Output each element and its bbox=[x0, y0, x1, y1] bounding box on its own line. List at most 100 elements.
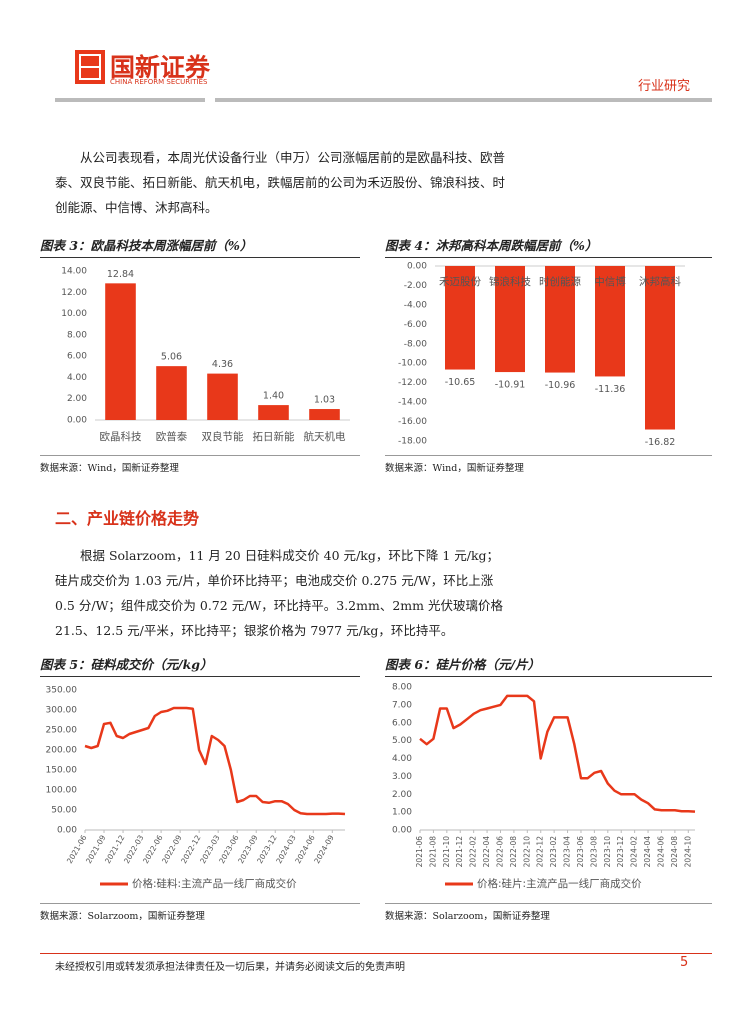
bar bbox=[258, 405, 289, 420]
x-tick-label: 2024-02 bbox=[630, 836, 639, 868]
logo-icon bbox=[75, 50, 105, 84]
y-tick-label: 10.00 bbox=[61, 309, 87, 319]
y-tick-label: 350.00 bbox=[46, 686, 78, 696]
disclaimer: 未经授权引用或转发须承担法律责任及一切后果，并请务必阅读文后的免责声明 bbox=[55, 962, 405, 973]
y-tick-label: 2.00 bbox=[392, 790, 412, 800]
chart: 0.00 50.00 100.00 150.00 200.00 250.00 300.00 3… bbox=[46, 686, 346, 890]
x-tick-label: 2023-04 bbox=[563, 836, 572, 868]
bar bbox=[445, 266, 475, 370]
section-label: 行业研究 bbox=[638, 79, 691, 94]
y-tick-label: 4.00 bbox=[392, 754, 412, 764]
footer-rule bbox=[40, 953, 712, 954]
bar bbox=[156, 366, 187, 420]
x-tick-label: 双良节能 bbox=[202, 430, 244, 443]
y-tick-label: -10.00 bbox=[398, 359, 427, 369]
value-label: 1.03 bbox=[314, 395, 335, 406]
y-tick-label: 6.00 bbox=[67, 352, 87, 362]
x-tick-label: 2023-08 bbox=[589, 836, 598, 868]
y-tick-label: 5.00 bbox=[392, 736, 412, 746]
y-tick-label: 250.00 bbox=[46, 726, 78, 736]
logo-subtext: CHINA REFORM SECURITIES bbox=[110, 78, 208, 86]
y-tick-label: 2.00 bbox=[67, 394, 87, 404]
bar bbox=[207, 373, 238, 420]
value-label: 12.84 bbox=[107, 269, 134, 280]
figure-title: 图表 5：硅料成交价（元/kg） bbox=[40, 654, 360, 677]
y-tick-label: 4.00 bbox=[67, 373, 87, 383]
figure-source: 数据来源：Wind，国新证券整理 bbox=[40, 455, 360, 474]
legend-label: 价格:硅料:主流产品一线厂商成交价 bbox=[132, 877, 297, 890]
y-tick-label: 14.00 bbox=[61, 267, 87, 277]
header-rule bbox=[215, 98, 712, 102]
x-tick-label: 2022-12 bbox=[536, 836, 545, 868]
x-tick-label: 欧晶科技 bbox=[100, 430, 142, 443]
bar bbox=[309, 409, 340, 420]
value-label: 4.36 bbox=[212, 359, 233, 370]
y-tick-label: 0.00 bbox=[407, 262, 427, 272]
x-tick-label: 欧普泰 bbox=[156, 430, 188, 443]
bar bbox=[495, 266, 525, 373]
y-tick-label: -12.00 bbox=[398, 378, 427, 388]
y-tick-label: -2.00 bbox=[404, 281, 428, 291]
y-tick-label: 100.00 bbox=[46, 786, 78, 796]
header-rule bbox=[55, 98, 205, 102]
line-series bbox=[419, 694, 696, 813]
y-tick-label: 7.00 bbox=[392, 700, 412, 710]
value-label: -10.96 bbox=[545, 380, 576, 391]
chart: 0.00 -2.00 -4.00 -6.00 -8.00 -10.00 -12.00 -14.… bbox=[398, 262, 685, 448]
page-number: 5 bbox=[680, 955, 689, 970]
x-tick-label: 2021-10 bbox=[442, 836, 451, 868]
x-tick-label: 2022-02 bbox=[469, 836, 478, 868]
figure-title: 图表 4：沐邦高科本周跌幅居前（%） bbox=[385, 235, 712, 258]
x-tick-label: 2022-08 bbox=[509, 836, 518, 868]
figure-title: 图表 3：欧晶科技本周涨幅居前（%） bbox=[40, 235, 360, 258]
y-tick-label: 8.00 bbox=[392, 683, 412, 693]
x-tick-label: 2022-10 bbox=[522, 836, 531, 868]
y-tick-label: 300.00 bbox=[46, 706, 78, 716]
x-tick-label: 航天机电 bbox=[304, 430, 346, 443]
value-label: -11.36 bbox=[595, 384, 626, 395]
y-tick-label: 0.00 bbox=[57, 826, 77, 836]
y-tick-label: -16.00 bbox=[398, 417, 427, 427]
bar bbox=[105, 283, 136, 420]
value-label: 1.40 bbox=[263, 391, 284, 402]
bar bbox=[545, 266, 575, 373]
x-tick-label: 拓日新能 bbox=[253, 430, 295, 443]
paragraph: 根据 Solarzoom，11 月 20 日硅料成交价 40 元/kg，环比下降… bbox=[55, 548, 503, 638]
x-tick-label: 2024-10 bbox=[683, 836, 692, 868]
x-tick-label: 2023-12 bbox=[616, 836, 625, 868]
y-tick-label: -4.00 bbox=[404, 300, 428, 310]
x-tick-label: 2021-12 bbox=[455, 836, 464, 868]
value-label: -16.82 bbox=[645, 437, 676, 448]
y-tick-label: 8.00 bbox=[67, 330, 87, 340]
x-tick-label: 2023-06 bbox=[576, 836, 585, 868]
bar bbox=[595, 266, 625, 377]
chart: 0.00 2.00 4.00 6.00 8.00 10.00 12.00 14.00 欧晶科技 1… bbox=[61, 267, 350, 443]
figure-source: 数据来源：Wind，国新证券整理 bbox=[385, 455, 712, 474]
logo-text: 国新证券 bbox=[110, 53, 211, 82]
y-tick-label: -14.00 bbox=[398, 398, 427, 408]
y-tick-label: -8.00 bbox=[404, 339, 428, 349]
bar bbox=[645, 266, 675, 430]
y-tick-label: 6.00 bbox=[392, 718, 412, 728]
paragraph: 从公司表现看，本周光伏设备行业（申万）公司涨幅居前的是欧晶科技、欧普泰、双良节能… bbox=[55, 150, 506, 215]
y-tick-label: -18.00 bbox=[398, 437, 427, 447]
x-tick-label: 2021-06 bbox=[415, 836, 424, 868]
y-tick-label: 0.00 bbox=[67, 416, 87, 426]
y-tick-label: -6.00 bbox=[404, 320, 428, 330]
y-tick-label: 1.00 bbox=[392, 808, 412, 818]
chart: 0.00 1.00 2.00 3.00 4.00 5.00 6.00 7.00 8.00 2021… bbox=[392, 683, 696, 890]
y-tick-label: 3.00 bbox=[392, 772, 412, 782]
x-tick-label: 2021-08 bbox=[428, 836, 437, 868]
x-tick-label: 沐邦高科 bbox=[639, 275, 681, 288]
x-tick-label: 禾迈股份 bbox=[439, 276, 481, 288]
x-tick-label: 锦浪科技 bbox=[489, 275, 531, 288]
y-tick-label: 50.00 bbox=[51, 806, 77, 816]
x-tick-label: 2024-08 bbox=[670, 836, 679, 868]
section-heading: 二、产业链价格走势 bbox=[55, 509, 200, 528]
y-tick-label: 12.00 bbox=[61, 288, 87, 298]
x-tick-label: 2023-02 bbox=[549, 836, 558, 868]
y-tick-label: 150.00 bbox=[46, 766, 78, 776]
value-label: -10.65 bbox=[445, 377, 476, 388]
x-tick-label: 2024-06 bbox=[656, 836, 665, 868]
